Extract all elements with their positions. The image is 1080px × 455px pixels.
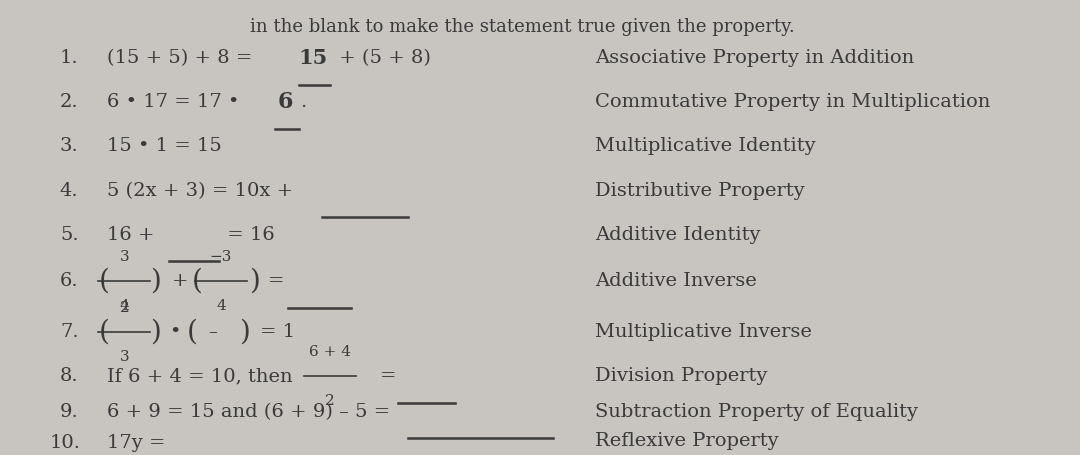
Text: –: – bbox=[208, 323, 217, 341]
Text: (15 + 5) + 8 =: (15 + 5) + 8 = bbox=[107, 49, 258, 67]
Text: 10.: 10. bbox=[50, 434, 81, 452]
Text: −3: −3 bbox=[210, 250, 232, 264]
Text: 7.: 7. bbox=[59, 323, 79, 341]
Text: 6 + 9 = 15 and (6 + 9) – 5 =: 6 + 9 = 15 and (6 + 9) – 5 = bbox=[107, 403, 396, 421]
Text: 15: 15 bbox=[299, 48, 328, 68]
Text: 8.: 8. bbox=[59, 368, 79, 385]
Text: 15 • 1 = 15: 15 • 1 = 15 bbox=[107, 137, 221, 156]
Text: 3: 3 bbox=[120, 349, 130, 364]
Text: 2: 2 bbox=[120, 301, 130, 315]
Text: 3: 3 bbox=[120, 250, 130, 264]
Text: Multiplicative Identity: Multiplicative Identity bbox=[595, 137, 815, 156]
Text: (: ( bbox=[187, 318, 198, 346]
Text: = 16: = 16 bbox=[221, 226, 274, 244]
Text: = 1: = 1 bbox=[260, 323, 296, 341]
Text: Additive Identity: Additive Identity bbox=[595, 226, 760, 244]
Text: Distributive Property: Distributive Property bbox=[595, 182, 805, 200]
Text: ): ) bbox=[150, 268, 161, 295]
Text: ): ) bbox=[239, 318, 249, 346]
Text: Multiplicative Inverse: Multiplicative Inverse bbox=[595, 323, 812, 341]
Text: If 6 + 4 = 10, then: If 6 + 4 = 10, then bbox=[107, 368, 293, 385]
Text: .: . bbox=[300, 93, 306, 111]
Text: 16 +: 16 + bbox=[107, 226, 161, 244]
Text: 2.: 2. bbox=[59, 93, 79, 111]
Text: •: • bbox=[168, 323, 180, 341]
Text: 1.: 1. bbox=[59, 49, 79, 67]
Text: (: ( bbox=[98, 268, 109, 295]
Text: 4: 4 bbox=[216, 298, 226, 313]
Text: 6: 6 bbox=[279, 91, 294, 113]
Text: 17y =: 17y = bbox=[107, 434, 172, 452]
Text: ): ) bbox=[249, 268, 260, 295]
Text: Commutative Property in Multiplication: Commutative Property in Multiplication bbox=[595, 93, 990, 111]
Text: 3.: 3. bbox=[59, 137, 79, 156]
Text: (: ( bbox=[98, 318, 109, 346]
Text: (: ( bbox=[192, 268, 203, 295]
Text: Reflexive Property: Reflexive Property bbox=[595, 431, 779, 450]
Text: 5 (2x + 3) = 10x +: 5 (2x + 3) = 10x + bbox=[107, 182, 299, 200]
Text: 6.: 6. bbox=[59, 273, 79, 290]
Text: Associative Property in Addition: Associative Property in Addition bbox=[595, 49, 915, 67]
Text: in the blank to make the statement true given the property.: in the blank to make the statement true … bbox=[249, 18, 795, 36]
Text: 5.: 5. bbox=[59, 226, 79, 244]
Text: + (5 + 8): + (5 + 8) bbox=[333, 49, 431, 67]
Text: 6 • 17 = 17 •: 6 • 17 = 17 • bbox=[107, 93, 245, 111]
Text: Additive Inverse: Additive Inverse bbox=[595, 273, 757, 290]
Text: ): ) bbox=[150, 318, 161, 346]
Text: Division Property: Division Property bbox=[595, 368, 768, 385]
Text: +: + bbox=[172, 273, 189, 290]
Text: 6 + 4: 6 + 4 bbox=[309, 345, 351, 359]
Text: =: = bbox=[268, 273, 284, 290]
Text: 9.: 9. bbox=[59, 403, 79, 421]
Text: 2: 2 bbox=[325, 394, 335, 408]
Text: 4: 4 bbox=[120, 298, 130, 313]
Text: 4.: 4. bbox=[59, 182, 79, 200]
Text: =: = bbox=[380, 368, 396, 385]
Text: Subtraction Property of Equality: Subtraction Property of Equality bbox=[595, 403, 918, 421]
